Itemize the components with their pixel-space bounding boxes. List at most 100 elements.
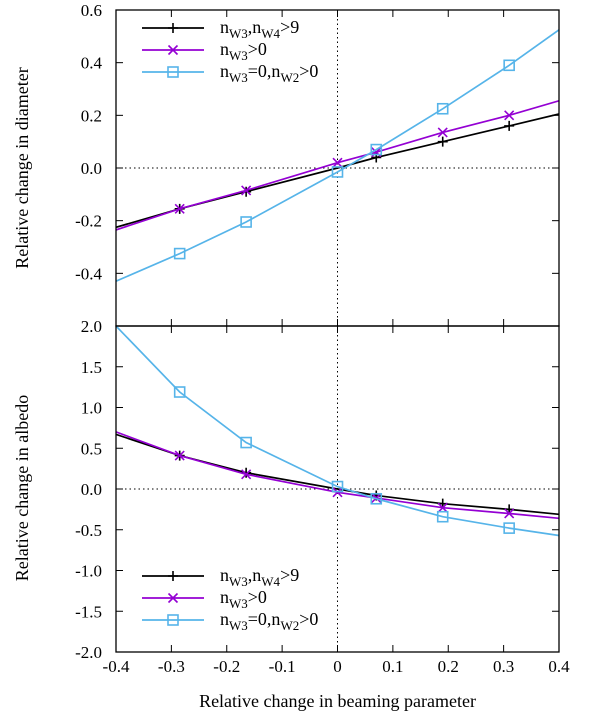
legend-text-part: n <box>220 565 229 585</box>
x-tick-label: 0.2 <box>438 657 459 676</box>
y-tick-label: 1.0 <box>81 399 102 418</box>
legend-text-part: >9 <box>280 17 299 37</box>
series-line <box>116 99 559 231</box>
data-point <box>174 203 185 214</box>
legend-marker <box>167 44 179 56</box>
x-tick-label: -0.4 <box>103 657 130 676</box>
legend-label: nW3>0 <box>220 39 267 63</box>
data-point <box>241 469 252 480</box>
x-tick-label: 0 <box>333 657 342 676</box>
data-point <box>240 436 252 449</box>
series-line <box>116 29 559 282</box>
y-tick-label: -0.2 <box>75 212 102 231</box>
data-point <box>503 522 515 534</box>
x-axis-label: Relative change in beaming parameter <box>199 691 476 711</box>
y-tick-label: -0.5 <box>75 521 102 540</box>
legend-label: nW3,nW4>9 <box>220 565 299 589</box>
series-line <box>116 326 559 537</box>
legend-text-part: >0 <box>299 61 318 81</box>
legend-marker <box>167 66 179 78</box>
legend-label: nW3>0 <box>220 587 267 611</box>
data-point <box>503 59 515 72</box>
legend-subscript: W3 <box>229 574 248 589</box>
legend-text-part: >0 <box>299 609 318 629</box>
legend-text-part: ,n <box>248 17 262 37</box>
data-point <box>504 508 515 519</box>
legend-text-part: n <box>220 587 229 607</box>
data-point <box>504 110 515 121</box>
series-2 <box>116 431 559 520</box>
albedo-panel: -2.0 -1.5 -1.0 -0.5 0.0 0.5 1.0 1.5 2.0 -0.4 -0.3 -… <box>12 317 570 711</box>
y-tick-label: 2.0 <box>81 317 102 336</box>
data-point <box>173 386 186 398</box>
legend-subscript: W2 <box>280 70 299 85</box>
x-tick-label: 0.3 <box>493 657 514 676</box>
data-point <box>370 143 383 156</box>
legend-text-part: >0 <box>248 587 267 607</box>
legend-subscript: W4 <box>261 574 280 589</box>
y-tick-label: 0.0 <box>81 480 102 499</box>
x-tick-label: -0.2 <box>213 657 240 676</box>
y-tick-label: -2.0 <box>75 643 102 662</box>
y-tick-label: 0.5 <box>81 439 102 458</box>
legend-marker <box>168 23 178 33</box>
legend-subscript: W3 <box>229 26 248 41</box>
legend-text-part: >9 <box>280 565 299 585</box>
y-tick-label: -1.0 <box>75 562 102 581</box>
legend-subscript: W3 <box>229 70 248 85</box>
data-point <box>173 247 186 260</box>
y-axis-label: Relative change in diameter <box>12 67 32 268</box>
data-point <box>241 185 252 196</box>
data-point <box>331 166 344 178</box>
x-tick-label: -0.3 <box>158 657 185 676</box>
plot-frame <box>115 325 560 653</box>
data-point <box>437 136 448 147</box>
legend-label: nW3=0,nW2>0 <box>220 61 318 85</box>
legend-label: nW3,nW4>9 <box>220 17 299 41</box>
legend-text-part: =0,n <box>248 609 281 629</box>
legend-subscript: W3 <box>229 618 248 633</box>
legend-subscript: W3 <box>229 596 248 611</box>
series-3 <box>116 326 559 537</box>
y-axis-label: Relative change in albedo <box>12 395 32 581</box>
legend-subscript: W3 <box>229 48 248 63</box>
data-point <box>504 120 515 131</box>
y-tick-label: 0.6 <box>81 1 102 20</box>
legend-text-part: >0 <box>248 39 267 59</box>
series-2 <box>116 99 559 231</box>
y-tick-label: 1.5 <box>81 358 102 377</box>
data-point <box>436 510 449 523</box>
data-point <box>174 450 185 461</box>
legend-label: nW3=0,nW2>0 <box>220 609 318 633</box>
data-point <box>332 157 343 168</box>
y-tick-label: -1.5 <box>75 602 102 621</box>
y-tick-label: 0.2 <box>81 106 102 125</box>
legend-text-part: n <box>220 17 229 37</box>
x-tick-label: 0.4 <box>548 657 570 676</box>
legend-marker <box>167 614 179 626</box>
data-point <box>437 502 448 513</box>
series-1 <box>116 113 559 229</box>
data-point <box>331 480 344 493</box>
data-point <box>240 216 252 228</box>
legend-subscript: W2 <box>280 618 299 633</box>
y-tick-label: 0.4 <box>81 54 103 73</box>
legend-text-part: n <box>220 39 229 59</box>
x-tick-label: -0.1 <box>269 657 296 676</box>
x-tick-label: 0.1 <box>382 657 403 676</box>
legend-text-part: n <box>220 609 229 629</box>
data-point <box>437 127 448 138</box>
data-point <box>370 492 383 505</box>
series-line <box>116 113 559 229</box>
legend-subscript: W4 <box>261 26 280 41</box>
legend-marker <box>167 592 179 604</box>
legend-marker <box>168 571 178 581</box>
data-point <box>436 102 449 115</box>
y-tick-label: 0.0 <box>81 159 102 178</box>
series-line <box>116 431 559 520</box>
legend-text-part: ,n <box>248 565 262 585</box>
legend-text-part: n <box>220 61 229 81</box>
